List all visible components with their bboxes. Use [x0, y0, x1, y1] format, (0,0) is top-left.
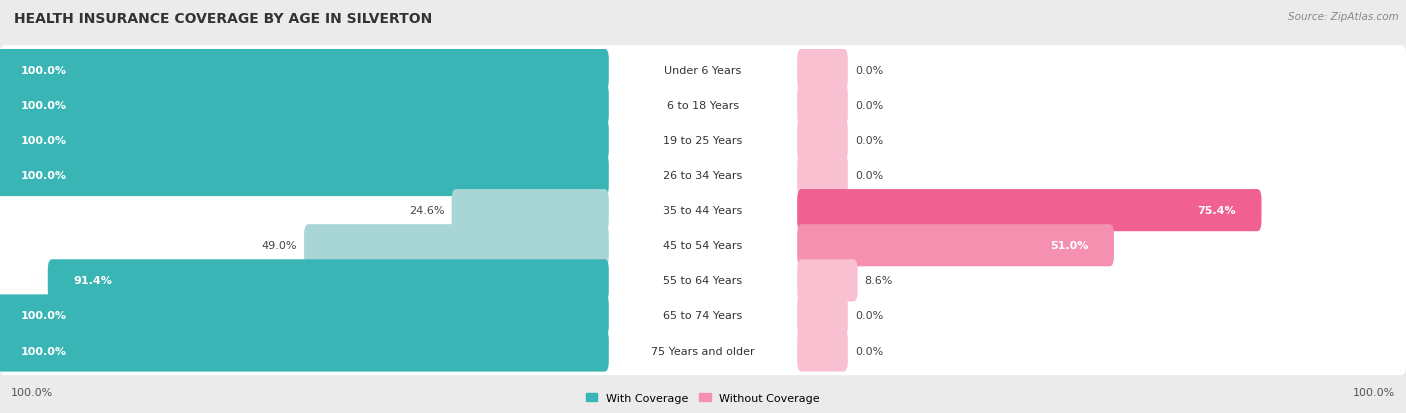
Text: 100.0%: 100.0% — [21, 311, 67, 320]
Text: 75.4%: 75.4% — [1198, 206, 1236, 216]
FancyBboxPatch shape — [0, 116, 1406, 165]
Text: 51.0%: 51.0% — [1050, 241, 1088, 251]
Text: 0.0%: 0.0% — [855, 171, 883, 180]
FancyBboxPatch shape — [797, 85, 848, 127]
Text: 24.6%: 24.6% — [409, 206, 444, 216]
Text: 8.6%: 8.6% — [865, 275, 893, 286]
FancyBboxPatch shape — [0, 81, 1406, 130]
FancyBboxPatch shape — [0, 294, 609, 337]
Text: 100.0%: 100.0% — [21, 135, 67, 146]
FancyBboxPatch shape — [0, 186, 1406, 235]
Text: 45 to 54 Years: 45 to 54 Years — [664, 241, 742, 251]
Text: 100.0%: 100.0% — [21, 101, 67, 111]
Text: 6 to 18 Years: 6 to 18 Years — [666, 101, 740, 111]
Text: 0.0%: 0.0% — [855, 101, 883, 111]
Text: 100.0%: 100.0% — [1353, 387, 1395, 397]
FancyBboxPatch shape — [797, 294, 848, 337]
Text: 49.0%: 49.0% — [262, 241, 297, 251]
Text: 100.0%: 100.0% — [11, 387, 53, 397]
FancyBboxPatch shape — [797, 260, 858, 301]
Text: 35 to 44 Years: 35 to 44 Years — [664, 206, 742, 216]
FancyBboxPatch shape — [0, 85, 609, 127]
FancyBboxPatch shape — [797, 120, 848, 161]
Text: Under 6 Years: Under 6 Years — [665, 66, 741, 76]
Text: 19 to 25 Years: 19 to 25 Years — [664, 135, 742, 146]
FancyBboxPatch shape — [0, 46, 1406, 95]
Text: 100.0%: 100.0% — [21, 171, 67, 180]
FancyBboxPatch shape — [797, 190, 1261, 232]
FancyBboxPatch shape — [0, 50, 609, 92]
Text: 26 to 34 Years: 26 to 34 Years — [664, 171, 742, 180]
Text: 0.0%: 0.0% — [855, 66, 883, 76]
FancyBboxPatch shape — [304, 225, 609, 267]
Text: 100.0%: 100.0% — [21, 346, 67, 356]
FancyBboxPatch shape — [797, 225, 1114, 267]
Text: 100.0%: 100.0% — [21, 66, 67, 76]
FancyBboxPatch shape — [797, 50, 848, 92]
FancyBboxPatch shape — [48, 260, 609, 301]
Legend: With Coverage, Without Coverage: With Coverage, Without Coverage — [582, 389, 824, 408]
FancyBboxPatch shape — [0, 330, 609, 372]
Text: 91.4%: 91.4% — [73, 275, 112, 286]
FancyBboxPatch shape — [0, 256, 1406, 305]
Text: 0.0%: 0.0% — [855, 346, 883, 356]
Text: 0.0%: 0.0% — [855, 311, 883, 320]
FancyBboxPatch shape — [0, 291, 1406, 340]
FancyBboxPatch shape — [0, 120, 609, 161]
Text: HEALTH INSURANCE COVERAGE BY AGE IN SILVERTON: HEALTH INSURANCE COVERAGE BY AGE IN SILV… — [14, 12, 432, 26]
FancyBboxPatch shape — [0, 221, 1406, 270]
FancyBboxPatch shape — [0, 154, 609, 197]
Text: 65 to 74 Years: 65 to 74 Years — [664, 311, 742, 320]
FancyBboxPatch shape — [797, 154, 848, 197]
FancyBboxPatch shape — [451, 190, 609, 232]
FancyBboxPatch shape — [0, 151, 1406, 200]
Text: 0.0%: 0.0% — [855, 135, 883, 146]
Text: 55 to 64 Years: 55 to 64 Years — [664, 275, 742, 286]
FancyBboxPatch shape — [797, 330, 848, 372]
Text: 75 Years and older: 75 Years and older — [651, 346, 755, 356]
Text: Source: ZipAtlas.com: Source: ZipAtlas.com — [1288, 12, 1399, 22]
FancyBboxPatch shape — [0, 326, 1406, 375]
